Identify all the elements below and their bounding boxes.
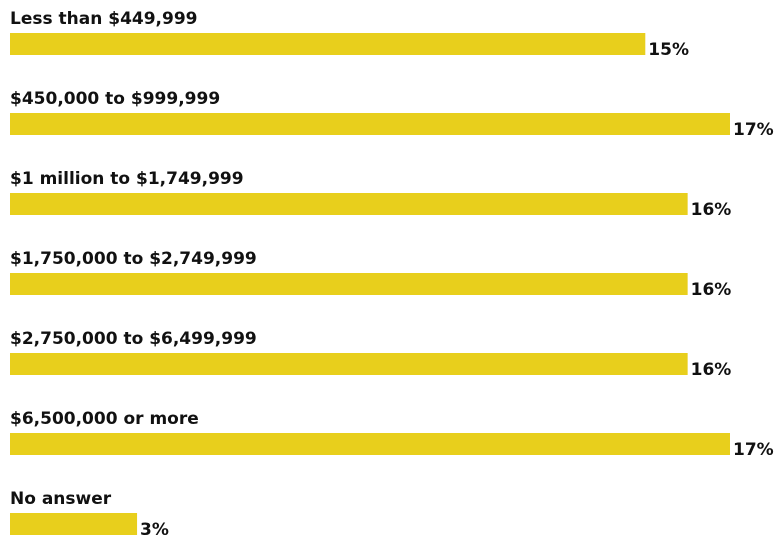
category-label: Less than $449,999 — [10, 9, 198, 29]
value-label: 17% — [733, 120, 774, 140]
category-label: $6,500,000 or more — [10, 409, 199, 429]
bar — [10, 193, 688, 215]
bar — [10, 33, 646, 55]
value-label: 3% — [140, 520, 169, 535]
category-label: $2,750,000 to $6,499,999 — [10, 329, 257, 349]
bar — [10, 513, 138, 535]
category-label: $450,000 to $999,999 — [10, 89, 220, 109]
value-label: 17% — [733, 440, 774, 460]
bar — [10, 353, 688, 375]
category-label: $1,750,000 to $2,749,999 — [10, 249, 257, 269]
value-label: 16% — [691, 200, 732, 220]
category-label: No answer — [10, 489, 112, 509]
bar — [10, 113, 730, 135]
value-label: 15% — [648, 40, 689, 60]
value-label: 16% — [691, 360, 732, 380]
value-label: 16% — [691, 280, 732, 300]
bar — [10, 273, 688, 295]
bar — [10, 433, 730, 455]
category-label: $1 million to $1,749,999 — [10, 169, 244, 189]
